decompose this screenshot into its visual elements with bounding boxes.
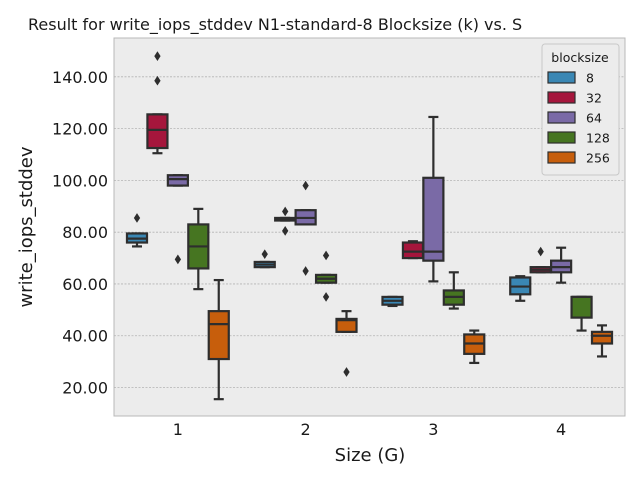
box-64-size-2 — [294, 180, 317, 276]
box-128-size-4 — [570, 295, 593, 332]
box-8-size-4 — [509, 275, 532, 302]
y-tick-label: 80.00 — [62, 223, 108, 242]
outlier-point — [302, 180, 309, 191]
outlier-point — [174, 254, 182, 265]
box-64-size-1 — [166, 174, 189, 265]
box-8-size-3 — [381, 295, 404, 308]
outlier-point — [133, 213, 141, 223]
legend-swatch-64 — [547, 111, 576, 124]
legend-title: blocksize — [551, 50, 609, 65]
x-tick-label: 4 — [556, 420, 566, 439]
y-axis-ticks: 20.00 40.00 60.00 80.00 100.00 120.00 140.00 — [52, 68, 108, 398]
x-axis-ticks: 1 2 3 4 — [173, 420, 566, 439]
box-256-size-1 — [207, 278, 230, 401]
x-tick-label: 2 — [301, 420, 311, 439]
outlier-point — [154, 75, 161, 86]
box-32-size-3 — [401, 240, 425, 260]
box-64-size-3 — [422, 115, 445, 283]
legend: blocksize 8 32 64 128 256 — [541, 43, 620, 176]
box-iqr — [590, 330, 614, 345]
legend-swatch-128 — [547, 131, 576, 144]
box-8-size-2 — [253, 249, 276, 269]
box-iqr — [166, 174, 189, 187]
legend-label-8: 8 — [586, 71, 594, 86]
box-series — [125, 51, 614, 401]
legend-label-32: 32 — [586, 91, 602, 106]
box-32-size-1 — [146, 51, 169, 155]
box-64-size-4 — [550, 246, 573, 284]
legend-swatch-8 — [547, 71, 576, 84]
y-tick-label: 40.00 — [62, 327, 108, 346]
box-32-size-4 — [529, 246, 552, 274]
x-axis-title: Size (G) — [335, 445, 406, 466]
outlier-point — [302, 266, 309, 276]
box-256-size-4 — [590, 324, 614, 358]
box-iqr — [146, 113, 169, 150]
y-tick-label: 20.00 — [62, 379, 108, 398]
y-axis-title: write_iops_stddev — [16, 146, 37, 307]
outlier-point — [322, 250, 330, 261]
box-iqr — [335, 317, 358, 333]
box-256-size-2 — [335, 310, 358, 377]
y-tick-label: 60.00 — [62, 275, 108, 294]
outlier-point — [282, 226, 289, 236]
legend-swatch-256 — [547, 151, 576, 164]
legend-swatch-32 — [547, 91, 576, 104]
y-tick-label: 140.00 — [52, 68, 108, 87]
outlier-point — [322, 292, 330, 302]
x-tick-label: 1 — [173, 420, 183, 439]
box-256-size-3 — [463, 329, 486, 365]
box-iqr — [401, 241, 425, 260]
box-iqr — [422, 176, 445, 262]
outlier-point — [282, 206, 289, 217]
chart-title: Result for write_iops_stddev N1-standard… — [28, 15, 522, 35]
y-tick-label: 120.00 — [52, 120, 108, 139]
legend-label-64: 64 — [586, 111, 602, 126]
x-tick-label: 3 — [428, 420, 438, 439]
box-iqr — [207, 310, 230, 361]
box-8-size-1 — [125, 213, 149, 248]
legend-label-128: 128 — [586, 131, 610, 146]
box-128-size-1 — [187, 207, 210, 291]
outlier-point — [343, 367, 350, 377]
legend-label-256: 256 — [586, 151, 610, 166]
y-tick-label: 100.00 — [52, 171, 108, 190]
outlier-point — [261, 249, 268, 260]
outlier-point — [154, 51, 161, 61]
box-iqr — [570, 295, 593, 319]
outlier-point — [537, 246, 544, 257]
box-128-size-3 — [442, 271, 465, 310]
box-128-size-2 — [314, 250, 338, 302]
